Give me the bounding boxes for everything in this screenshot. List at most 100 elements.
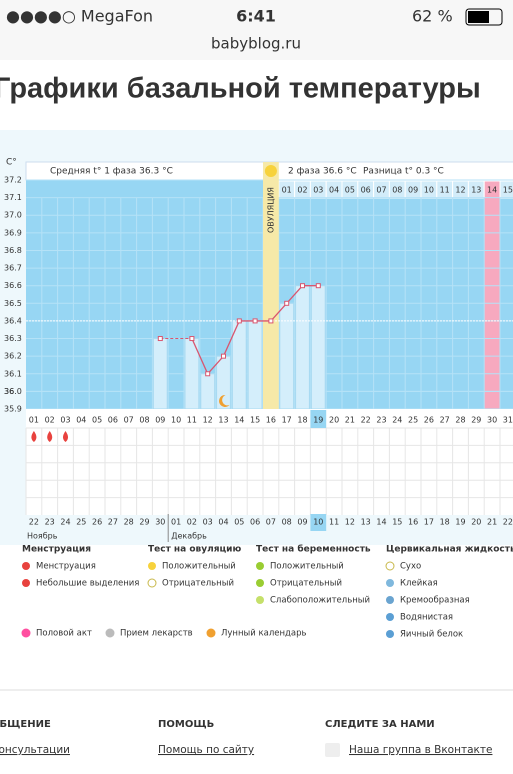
x-tick-label: 15 <box>250 416 260 425</box>
legend-item: Кремообразная <box>400 596 470 606</box>
footer-title: ПОМОЩЬ <box>158 719 214 730</box>
battery-fill <box>468 11 489 23</box>
temp-point <box>300 283 305 289</box>
x-tick-label: 26 <box>424 416 434 425</box>
footer-link[interactable]: Наша группа в Вконтакте <box>349 744 492 756</box>
month: Ноябрь <box>27 532 58 541</box>
legend-icon <box>386 630 394 638</box>
legend-icon <box>22 562 30 570</box>
post-day: 14 <box>487 186 497 195</box>
x-tick-label: 09 <box>155 416 165 425</box>
calendar-date: 24 <box>60 518 70 527</box>
post-day: 04 <box>329 186 339 195</box>
x-tick-label: 19 <box>313 416 323 425</box>
calendar-date: 10 <box>313 518 323 527</box>
battery-level: 62 % <box>412 7 453 26</box>
post-day: 03 <box>313 186 323 195</box>
legend-item: Положительный <box>162 562 236 572</box>
legend-icon <box>386 596 394 604</box>
y-tick-label: 36.1 <box>4 369 22 378</box>
calendar-date: 03 <box>203 518 213 527</box>
calendar-date: 08 <box>282 518 292 527</box>
calendar-date: 02 <box>187 518 197 527</box>
legend-icon <box>206 628 216 638</box>
legend-icon <box>105 628 115 638</box>
x-tick-label: 18 <box>297 416 307 425</box>
temp-bar <box>295 285 310 410</box>
temp-point <box>284 300 290 306</box>
x-tick-label: 20 <box>329 416 339 425</box>
x-tick-label: 31 <box>503 416 513 425</box>
temp-point <box>157 336 163 342</box>
post-day: 11 <box>440 186 450 195</box>
calendar-date: 04 <box>218 518 228 527</box>
x-tick-label: 06 <box>108 416 118 425</box>
month: Декабрь <box>171 532 207 541</box>
calendar-date: 22 <box>503 518 513 527</box>
y-tick-label: 36.4 <box>4 316 22 325</box>
legend-item: Лунный календарь <box>221 629 307 639</box>
post-day: 09 <box>408 186 418 195</box>
post-day: 02 <box>297 186 307 195</box>
legend-icon <box>256 562 264 570</box>
legend-title: Тест на беременность <box>256 544 371 555</box>
x-tick-label: 04 <box>76 416 86 425</box>
y-tick-label: 36.8 <box>4 246 22 255</box>
y-tick-label: 35.9 <box>4 405 22 414</box>
legend-icon <box>256 596 264 604</box>
legend-item: Менструация <box>36 562 96 572</box>
footer-link[interactable]: Консультации <box>0 744 70 756</box>
y-tick-label: 37.2 <box>4 176 22 185</box>
legend-icon <box>386 579 394 587</box>
legend-item: Прием лекарств <box>120 629 193 639</box>
post-day: 10 <box>424 186 434 195</box>
calendar-date: 18 <box>440 518 450 527</box>
calendar-date: 17 <box>424 518 434 527</box>
x-tick-label: 30 <box>487 416 497 425</box>
temp-point <box>252 318 258 324</box>
legend-item: Небольшие выделения <box>36 579 139 589</box>
calendar-date: 13 <box>361 518 371 527</box>
temp-bar <box>279 302 295 410</box>
y-tick-label: 37.0 <box>4 211 22 220</box>
post-day: 12 <box>455 186 465 195</box>
x-tick-label: 11 <box>187 416 197 425</box>
calendar-date: 01 <box>171 518 181 527</box>
legend-item: Слабоположительный <box>270 596 370 606</box>
calendar-date: 22 <box>29 518 39 527</box>
vk-icon <box>325 743 340 757</box>
temp-bar <box>152 338 168 410</box>
calendar-date: 05 <box>234 518 244 527</box>
lower-grid <box>26 409 513 515</box>
menstruation-drop <box>47 431 53 442</box>
x-tick-label: 28 <box>455 416 465 425</box>
temp-point <box>205 371 211 377</box>
temp-bar <box>310 285 326 410</box>
ovulation-column <box>263 162 279 409</box>
temp-point <box>236 318 242 324</box>
legend-icon <box>256 579 264 587</box>
footer-link[interactable]: Помощь по сайту <box>158 744 254 756</box>
calendar-date: 06 <box>250 518 260 527</box>
phase2: 2 фаза 36.6 °C <box>288 167 357 177</box>
post-day: 08 <box>392 186 402 195</box>
calendar-date: 20 <box>471 518 481 527</box>
footer-title: СЛЕДИТЕ ЗА НАМИ <box>325 719 435 730</box>
post-day: 05 <box>345 186 355 195</box>
url[interactable]: babyblog.ru <box>211 35 301 53</box>
y-tick-label: 36 <box>4 387 14 396</box>
calendar-date: 25 <box>76 518 86 527</box>
x-tick-label: 05 <box>92 416 102 425</box>
temp-point <box>268 318 274 324</box>
legend-item: Отрицательный <box>270 579 342 589</box>
calendar-date: 15 <box>392 518 402 527</box>
ovulation-label: ОВУЛЯЦИЯ <box>266 187 275 233</box>
legend-item: Сухо <box>400 562 421 572</box>
post-day: 01 <box>282 186 292 195</box>
browser-bar <box>0 0 513 60</box>
legend-title: Цервикальная жидкость <box>386 545 513 555</box>
x-tick-label: 08 <box>139 416 149 425</box>
battery-icon <box>465 8 503 26</box>
